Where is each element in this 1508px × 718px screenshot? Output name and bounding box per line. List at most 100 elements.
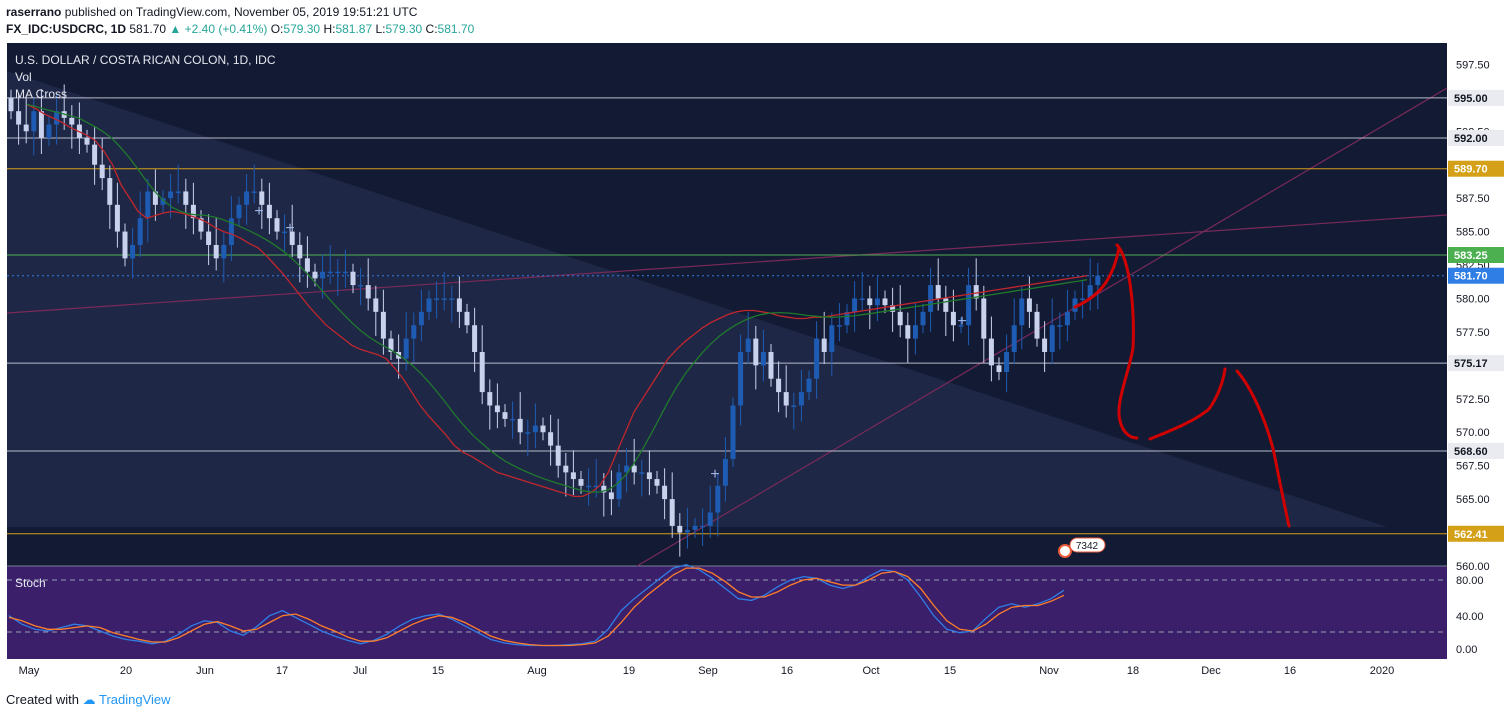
price-tick-15: 597.50 bbox=[1456, 59, 1490, 71]
candle-body-11 bbox=[92, 144, 98, 165]
time-tick-10: Oct bbox=[862, 665, 879, 677]
candle-body-68 bbox=[525, 432, 531, 434]
candle-body-48 bbox=[373, 298, 379, 312]
drawn-curve-1 bbox=[1073, 246, 1121, 309]
candle-body-104 bbox=[798, 392, 804, 406]
candle-body-95 bbox=[730, 405, 736, 459]
candle-body-66 bbox=[510, 418, 516, 421]
candle-body-38 bbox=[297, 244, 303, 259]
candle-body-77 bbox=[593, 485, 599, 488]
level-label-0: 595.00 bbox=[1454, 93, 1488, 105]
candle-body-89 bbox=[684, 529, 690, 533]
candle-body-80 bbox=[616, 472, 622, 500]
candle-body-121 bbox=[928, 285, 934, 312]
candle-body-99 bbox=[760, 351, 766, 366]
high-value: 581.87 bbox=[335, 22, 373, 36]
chart-svg[interactable]: ++++ 560.00562.50565.00567.50570.00572.5… bbox=[6, 43, 1504, 683]
stoch-panel-bg bbox=[7, 566, 1447, 659]
candle-body-25 bbox=[198, 218, 204, 232]
candle-body-92 bbox=[707, 512, 713, 526]
candle-body-67 bbox=[517, 418, 523, 433]
support-trendline bbox=[636, 87, 1448, 567]
level-label-bg-7 bbox=[1448, 525, 1504, 542]
candle-body-28 bbox=[221, 244, 227, 259]
candle-body-114 bbox=[874, 298, 880, 306]
tradingview-logo-icon[interactable]: ☁ bbox=[82, 692, 96, 707]
created-with: Created with bbox=[6, 692, 79, 707]
open-label: O: bbox=[270, 22, 284, 36]
stoch-d-line bbox=[8, 567, 1065, 647]
candle-body-20 bbox=[160, 198, 166, 205]
candle-body-109 bbox=[836, 325, 842, 327]
time-tick-6: Aug bbox=[527, 665, 547, 677]
chart-area[interactable]: ++++ 560.00562.50565.00567.50570.00572.5… bbox=[6, 43, 1504, 683]
candle-body-75 bbox=[578, 479, 584, 486]
candle-body-62 bbox=[479, 351, 485, 393]
author-name[interactable]: raserrano bbox=[6, 5, 62, 19]
candle-body-54 bbox=[418, 311, 424, 326]
time-tick-9: 16 bbox=[781, 665, 793, 677]
high-label: H: bbox=[323, 22, 336, 36]
candle-body-36 bbox=[282, 231, 288, 234]
low-value: 579.30 bbox=[385, 22, 423, 36]
drawn-curve-3 bbox=[1148, 367, 1227, 441]
candle-body-53 bbox=[411, 325, 417, 339]
candle-body-50 bbox=[388, 338, 394, 352]
candle-body-113 bbox=[867, 298, 873, 306]
candle-body-123 bbox=[943, 298, 949, 312]
candle-body-132 bbox=[1011, 325, 1017, 352]
stoch-axis: 80.00 40.00 0.00 bbox=[1456, 575, 1484, 656]
level-label-bg-1 bbox=[1448, 129, 1504, 146]
candle-body-101 bbox=[776, 378, 782, 393]
time-tick-7: 19 bbox=[623, 665, 635, 677]
symbol-line: FX_IDC:USDCRC, 1D 581.70 ▲ +2.40 (+0.41%… bbox=[6, 21, 474, 38]
candle-body-14 bbox=[114, 204, 120, 232]
time-tick-0: May bbox=[19, 665, 40, 677]
candle-body-49 bbox=[380, 311, 386, 339]
candle-body-125 bbox=[958, 325, 964, 327]
time-axis[interactable]: May 20 Jun 17 Jul 15 Aug 19 Sep 16 Oct 15 Nov 18 Dec 16… bbox=[19, 665, 1395, 677]
candle-body-17 bbox=[137, 218, 143, 245]
level-label-bg-6 bbox=[1448, 442, 1504, 459]
time-axis-bg bbox=[7, 659, 1447, 683]
candle-body-119 bbox=[912, 325, 918, 339]
candle-body-71 bbox=[548, 432, 554, 446]
candle-body-136 bbox=[1042, 338, 1048, 352]
candle-body-32 bbox=[251, 191, 257, 193]
low-label: L: bbox=[375, 22, 386, 36]
candle-body-129 bbox=[988, 338, 994, 366]
cross-marker-0: + bbox=[254, 203, 263, 220]
candle-body-2 bbox=[23, 124, 29, 132]
candle-body-141 bbox=[1080, 298, 1086, 300]
candle-body-24 bbox=[190, 204, 196, 219]
level-label-5: 575.17 bbox=[1454, 358, 1488, 370]
time-tick-5: 15 bbox=[432, 665, 444, 677]
candle-body-33 bbox=[259, 191, 265, 205]
candle-body-81 bbox=[624, 465, 630, 473]
price-tick-5: 572.50 bbox=[1456, 394, 1490, 406]
level-label-bg-2 bbox=[1448, 160, 1504, 177]
candle-body-97 bbox=[745, 338, 751, 352]
candle-body-69 bbox=[532, 425, 538, 433]
symbol-label: FX_IDC:USDCRC, 1D bbox=[6, 22, 127, 36]
cross-marker-3: + bbox=[957, 313, 966, 330]
shaded-triangle bbox=[7, 71, 1387, 527]
level-label-bg-3 bbox=[1448, 246, 1504, 263]
candle-body-90 bbox=[692, 525, 698, 530]
candle-body-102 bbox=[783, 392, 789, 406]
candle-body-37 bbox=[289, 231, 295, 245]
candle-body-139 bbox=[1064, 311, 1070, 326]
level-label-bg-4 bbox=[1448, 267, 1504, 284]
candle-body-128 bbox=[981, 298, 987, 339]
events-badge[interactable]: 7342 bbox=[1058, 537, 1106, 558]
candle-body-60 bbox=[464, 311, 470, 326]
tradingview-brand[interactable]: TradingView bbox=[99, 692, 171, 707]
candle-body-63 bbox=[487, 392, 493, 406]
candle-body-87 bbox=[669, 499, 675, 526]
candle-body-31 bbox=[244, 191, 250, 205]
candle-body-16 bbox=[130, 244, 136, 259]
candle-body-137 bbox=[1049, 325, 1055, 352]
candle-body-5 bbox=[46, 124, 52, 138]
candle-body-13 bbox=[107, 178, 113, 205]
candle-body-96 bbox=[738, 351, 744, 406]
